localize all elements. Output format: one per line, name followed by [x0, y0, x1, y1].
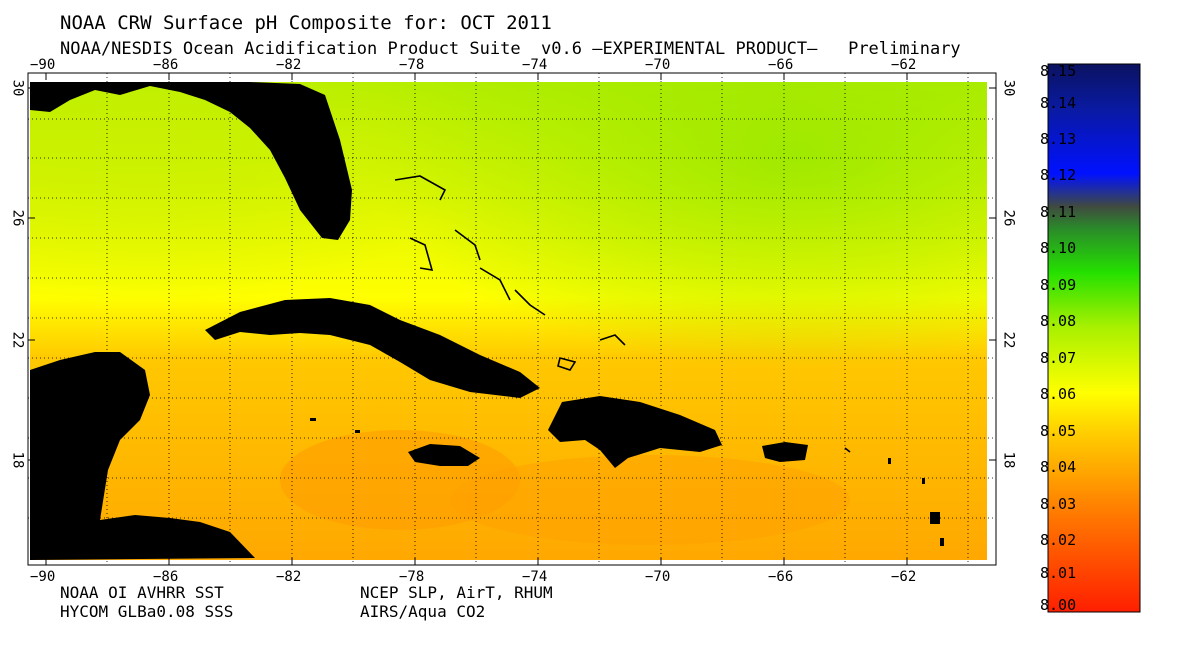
- lon-tick-label-bottom: −86: [153, 569, 179, 585]
- lat-tick-label-left: 22: [9, 331, 26, 349]
- lon-tick-label-top: −86: [153, 57, 179, 73]
- lon-tick-label-top: −90: [30, 57, 56, 73]
- lon-tick-label-bottom: −74: [522, 569, 548, 585]
- lat-tick-label-left: 18: [9, 451, 26, 469]
- central-america-landmass: [30, 352, 255, 560]
- grid-lines: [28, 73, 996, 565]
- hispaniola-landmass: [548, 396, 722, 468]
- lon-tick-label-bottom: −90: [30, 569, 56, 585]
- colorbar-label: 8.09: [1040, 276, 1077, 294]
- colorbar-label: 8.12: [1040, 166, 1077, 184]
- colorbar-label: 8.04: [1040, 458, 1077, 476]
- lon-tick-label-bottom: −82: [276, 569, 302, 585]
- lon-tick-label-bottom: −70: [645, 569, 671, 585]
- colorbar-label: 8.06: [1040, 385, 1077, 403]
- puerto-rico-landmass: [762, 442, 808, 462]
- lat-tick-label-left: 26: [9, 209, 26, 227]
- source-sst: NOAA OI AVHRR SST: [60, 583, 224, 602]
- lat-tick-label-right: 26: [1000, 209, 1017, 227]
- ph-field-low-east: [450, 455, 850, 545]
- bahamas-islands: [394, 175, 851, 453]
- lon-tick-label-bottom: −62: [891, 569, 917, 585]
- cuba-landmass: [205, 298, 540, 398]
- colorbar-label: 8.13: [1040, 130, 1077, 148]
- small-islands: [310, 418, 944, 546]
- lon-tick-label-bottom: −78: [399, 569, 425, 585]
- source-ncep: NCEP SLP, AirT, RHUM: [360, 583, 553, 602]
- lon-tick-label-top: −62: [891, 57, 917, 73]
- colorbar-label: 8.01: [1040, 564, 1077, 582]
- colorbar: [1047, 63, 1141, 613]
- lon-tick-label-top: −70: [645, 57, 671, 73]
- map-title: NOAA CRW Surface pH Composite for: OCT 2…: [60, 12, 552, 34]
- axis-ticks: [28, 73, 996, 565]
- colorbar-label: 8.10: [1040, 239, 1077, 257]
- colorbar-label: 8.14: [1040, 94, 1077, 112]
- lat-tick-label-right: 30: [1000, 79, 1017, 97]
- lat-tick-label-left: 30: [9, 79, 26, 97]
- colorbar-label: 8.00: [1040, 596, 1077, 614]
- lat-tick-label-right: 18: [1000, 451, 1017, 469]
- jamaica-landmass: [408, 444, 480, 466]
- lon-tick-label-top: −82: [276, 57, 302, 73]
- lon-tick-label-top: −74: [522, 57, 548, 73]
- source-co2: AIRS/Aqua CO2: [360, 602, 486, 621]
- colorbar-label: 8.15: [1040, 62, 1077, 80]
- colorbar-label: 8.03: [1040, 495, 1077, 513]
- map-subtitle: NOAA/NESDIS Ocean Acidification Product …: [60, 39, 961, 59]
- lon-tick-label-top: −66: [768, 57, 794, 73]
- source-sss: HYCOM GLBa0.08 SSS: [60, 602, 234, 621]
- land-masses: [30, 82, 808, 560]
- colorbar-label: 8.11: [1040, 203, 1077, 221]
- florida-landmass: [30, 82, 352, 240]
- colorbar-label: 8.05: [1040, 422, 1077, 440]
- lon-tick-label-top: −78: [399, 57, 425, 73]
- lat-tick-label-right: 22: [1000, 331, 1017, 349]
- colorbar-label: 8.02: [1040, 531, 1077, 549]
- lon-tick-label-bottom: −66: [768, 569, 794, 585]
- colorbar-label: 8.08: [1040, 312, 1077, 330]
- colorbar-label: 8.07: [1040, 349, 1077, 367]
